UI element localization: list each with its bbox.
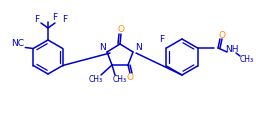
Text: F: F — [62, 15, 68, 23]
Text: O: O — [126, 74, 133, 82]
Text: F: F — [52, 13, 58, 22]
Text: NC: NC — [11, 40, 24, 49]
Text: CH₃: CH₃ — [113, 74, 127, 84]
Text: F: F — [159, 35, 165, 45]
Text: N: N — [135, 44, 141, 52]
Text: CH₃: CH₃ — [89, 74, 103, 84]
Text: O: O — [219, 30, 226, 40]
Text: N: N — [99, 44, 105, 52]
Text: CH₃: CH₃ — [240, 55, 254, 64]
Text: NH: NH — [225, 45, 239, 55]
Text: O: O — [118, 25, 124, 35]
Text: F: F — [35, 15, 40, 23]
